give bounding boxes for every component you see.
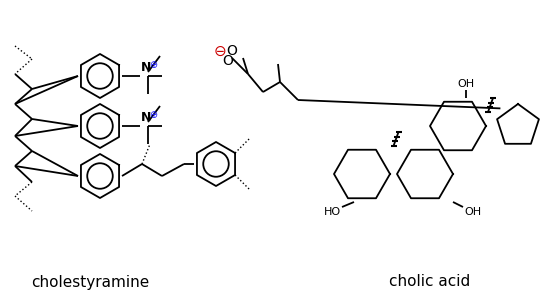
Text: ⊕: ⊕ bbox=[149, 60, 157, 70]
Text: OH: OH bbox=[458, 79, 475, 89]
Text: ⊖: ⊖ bbox=[214, 43, 226, 58]
Text: O: O bbox=[226, 44, 237, 58]
Text: HO: HO bbox=[324, 207, 341, 217]
Text: cholestyramine: cholestyramine bbox=[31, 275, 149, 289]
Text: O: O bbox=[222, 54, 234, 68]
Text: N: N bbox=[141, 111, 151, 124]
Text: OH: OH bbox=[464, 207, 481, 217]
Text: cholic acid: cholic acid bbox=[389, 275, 470, 289]
Text: N: N bbox=[141, 61, 151, 74]
Text: ⊕: ⊕ bbox=[149, 110, 157, 120]
